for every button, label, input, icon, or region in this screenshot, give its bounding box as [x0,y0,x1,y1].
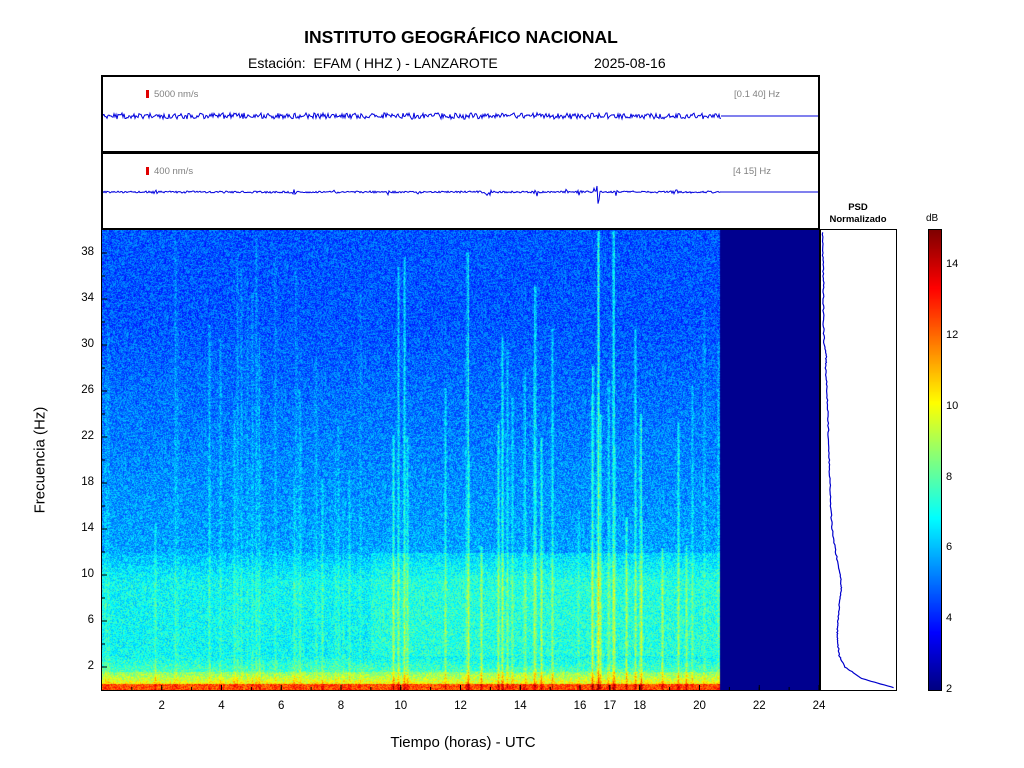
spectrogram-heatmap [102,230,819,690]
y-axis-label: Frecuencia (Hz) [31,406,49,514]
x-tick-label: 8 [337,700,345,712]
x-tick-label: 24 [812,700,826,712]
colorbar-unit: dB [926,213,939,224]
psd-title-line1: PSD [848,202,868,213]
colorbar [929,230,941,690]
psd-panel [820,229,897,691]
y-tick-label: 18 [81,476,94,488]
x-tick-label: 14 [513,700,527,712]
y-tick-label: 30 [81,338,94,350]
colorbar-tick-label: 6 [946,541,953,554]
x-axis-label: Tiempo (horas) - UTC [390,734,536,751]
date-label: 2025-08-16 [594,55,666,71]
x-tick-label: 4 [218,700,225,712]
seismogram-panel-broadband: 5000 nm/s [0.1 40] Hz [101,75,820,153]
colorbar-tick-label: 2 [946,683,953,695]
scale-bar [146,90,149,98]
scale-bar [146,167,149,175]
colorbar-tick-label: 8 [946,470,953,483]
x-tick-label: 17 [603,700,617,712]
band-label: [4 15] Hz [732,166,771,177]
x-tick-label: 22 [752,700,766,712]
x-tick-label: 18 [633,700,647,712]
y-tick-label: 22 [81,430,94,442]
x-tick-label: 6 [278,700,285,712]
colorbar-tick-label: 10 [946,399,959,412]
page-title: INSTITUTO GEOGRÁFICO NACIONAL [304,27,618,47]
x-tick-label: 16 [573,700,587,712]
scale-label: 5000 nm/s [154,89,199,100]
y-tick-label: 6 [87,614,94,626]
seismogram-trace [103,111,818,121]
x-tick-label: 12 [454,700,467,712]
colorbar-tick-label: 12 [946,329,959,342]
y-tick-label: 26 [81,384,94,396]
y-tick-label: 10 [81,568,94,580]
colorbar-tick-label: 4 [946,612,953,625]
scale-label: 400 nm/s [154,166,194,177]
seismogram-panel-filtered: 400 nm/s [4 15] Hz [101,152,820,230]
station-label: Estación: EFAM ( HHZ ) - LANZAROTE [248,55,498,71]
psd-curve [821,232,894,689]
seismogram-trace [103,185,818,204]
band-label: [0.1 40] Hz [734,89,780,100]
x-tick-label: 10 [394,700,408,712]
y-tick-label: 34 [81,292,94,304]
y-tick-label: 14 [81,522,94,534]
y-tick-label: 38 [81,246,94,258]
colorbar-tick-label: 14 [946,258,959,271]
y-tick-label: 2 [87,660,94,672]
x-tick-label: 20 [693,700,706,712]
x-tick-label: 2 [158,700,165,712]
psd-title-line2: Normalizado [829,214,887,225]
psd-title: PSD Normalizado [820,202,896,226]
